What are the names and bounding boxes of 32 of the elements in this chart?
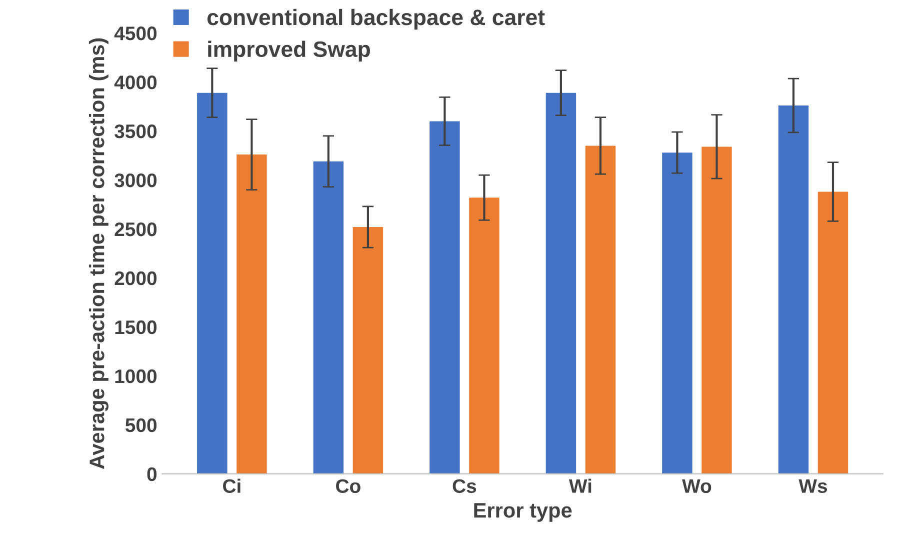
bar [585, 146, 616, 474]
y-tick-label: 1500 [115, 320, 157, 334]
bar [313, 161, 344, 474]
x-tick-label: Ws [798, 479, 828, 494]
y-tick-label: 500 [125, 418, 157, 432]
y-tick-label: 3000 [114, 173, 157, 188]
bar [546, 92, 576, 474]
x-axis-title: Error type [474, 503, 572, 522]
x-tick-label: Ci [223, 478, 240, 494]
y-tick-label: 2500 [114, 222, 157, 236]
y-tick-label: 2000 [114, 271, 157, 286]
y-tick-label: 4000 [114, 76, 157, 90]
y-tick-label: 0 [147, 467, 157, 482]
bar [818, 192, 848, 474]
x-tick-label: Wi [568, 478, 592, 493]
bar [469, 198, 500, 474]
bar [702, 146, 732, 474]
bar [778, 106, 809, 474]
bar [352, 227, 384, 474]
x-tick-label: Wo [682, 479, 712, 494]
bar [662, 152, 692, 474]
bar [236, 154, 267, 474]
bar [197, 92, 228, 474]
x-tick-label: Cs [452, 479, 476, 494]
y-tick-label: 4500 [114, 26, 157, 40]
y-axis-title: Average pre-action time per correction (ms) [89, 38, 109, 470]
y-tick-label: 1000 [115, 369, 157, 384]
legend-label: improved Swap [208, 40, 370, 62]
bar [430, 121, 460, 474]
x-tick-label: Co [336, 479, 360, 494]
legend-label: conventional backspace & caret [207, 8, 545, 30]
y-tick-label: 3500 [114, 124, 157, 138]
